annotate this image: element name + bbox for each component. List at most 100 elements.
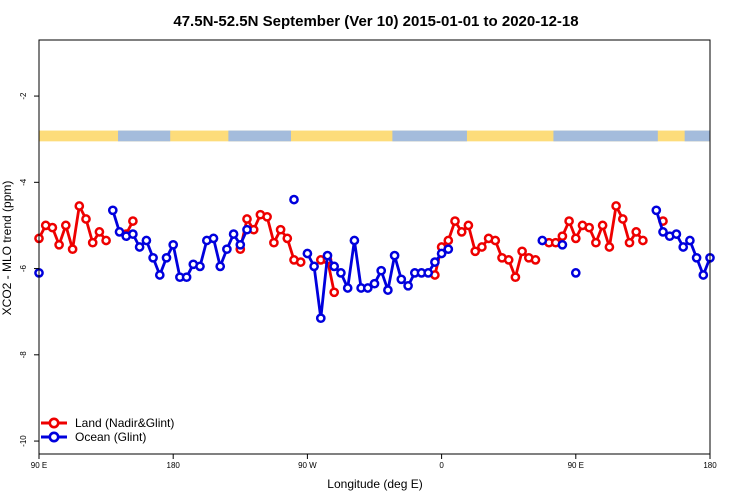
data-point xyxy=(54,239,64,250)
data-point xyxy=(282,233,293,244)
y-tick-label: -10 xyxy=(19,435,28,447)
data-point xyxy=(181,272,192,283)
data-point xyxy=(591,237,601,248)
strip-land xyxy=(39,130,710,142)
data-point xyxy=(530,255,541,265)
data-point xyxy=(671,229,682,239)
x-axis-label: Longitude (deg E) xyxy=(327,477,422,491)
data-point xyxy=(295,257,306,267)
strip-ocean-segment xyxy=(392,130,467,142)
data-point xyxy=(658,227,668,237)
data-point xyxy=(383,285,393,295)
plot-frame xyxy=(38,39,711,455)
data-point xyxy=(134,242,145,252)
data-point xyxy=(302,248,313,259)
data-point xyxy=(101,235,111,246)
series-line xyxy=(433,219,536,279)
data-point xyxy=(362,283,373,293)
data-point xyxy=(369,278,380,289)
strip-ocean-segment xyxy=(118,130,171,142)
data-point xyxy=(342,283,353,293)
x-tick-label: 0 xyxy=(439,461,444,470)
data-point xyxy=(617,214,628,224)
data-point xyxy=(631,227,642,237)
y-axis-ticks: -2 -4 -6 -8 -10 xyxy=(19,92,39,447)
data-point xyxy=(242,214,252,224)
y-tick-label: -6 xyxy=(19,264,28,272)
legend-land-marker xyxy=(48,417,60,429)
data-point xyxy=(456,227,467,237)
x-tick-label: 90 W xyxy=(298,461,317,470)
data-point xyxy=(269,237,279,248)
data-point xyxy=(148,252,158,263)
data-point xyxy=(537,235,548,246)
data-point xyxy=(570,268,581,278)
data-point xyxy=(329,287,340,298)
data-point xyxy=(289,194,299,205)
data-point xyxy=(336,268,346,278)
x-tick-label: 180 xyxy=(167,461,181,470)
data-point xyxy=(107,205,118,216)
data-point xyxy=(403,280,413,291)
data-point xyxy=(430,257,440,267)
data-point xyxy=(443,235,454,246)
data-point xyxy=(128,216,138,226)
data-point xyxy=(222,244,232,255)
data-point xyxy=(67,244,78,255)
data-point xyxy=(315,313,326,324)
y-axis-label: XCO2 - MLO trend (ppm) xyxy=(0,181,14,316)
data-point xyxy=(604,242,615,252)
series-ocean xyxy=(34,194,715,324)
data-point xyxy=(94,227,105,237)
data-point xyxy=(376,265,387,276)
data-point xyxy=(570,233,581,244)
data-point xyxy=(517,246,527,257)
data-point xyxy=(208,233,219,244)
data-point xyxy=(141,235,152,246)
data-point xyxy=(87,237,98,248)
data-point xyxy=(322,250,333,261)
data-point xyxy=(691,252,702,263)
data-point xyxy=(349,235,360,246)
data-point xyxy=(584,222,595,233)
data-point xyxy=(195,261,205,272)
y-tick-label: -4 xyxy=(19,178,28,186)
data-point xyxy=(463,220,474,231)
data-point xyxy=(557,239,568,250)
data-point xyxy=(423,268,434,278)
series-land xyxy=(34,201,668,298)
strip-ocean-segment xyxy=(228,130,291,142)
data-point xyxy=(242,224,252,235)
x-tick-label: 90 E xyxy=(31,461,47,470)
chart-title: 47.5N-52.5N September (Ver 10) 2015-01-0… xyxy=(173,13,578,30)
data-point xyxy=(470,246,481,257)
data-point xyxy=(74,201,85,211)
data-point xyxy=(597,220,608,231)
data-point xyxy=(389,250,400,261)
legend-ocean-label: Ocean (Glint) xyxy=(75,430,146,444)
legend-ocean-marker xyxy=(48,431,60,443)
data-point xyxy=(698,270,709,280)
strip-ocean-segment xyxy=(684,130,710,142)
data-point xyxy=(396,274,407,285)
data-point xyxy=(651,205,662,216)
data-point xyxy=(329,261,340,272)
data-point xyxy=(611,201,621,211)
y-tick-label: -2 xyxy=(19,92,28,100)
data-point xyxy=(436,248,447,259)
data-point xyxy=(564,216,574,226)
x-axis-ticks: 90 E 180 90 W 0 90 E 180 xyxy=(31,454,717,470)
y-tick-label: -8 xyxy=(19,351,28,359)
data-point xyxy=(443,244,454,255)
data-point xyxy=(168,239,179,250)
data-point xyxy=(638,235,648,246)
data-point xyxy=(678,242,689,252)
x-tick-label: 90 E xyxy=(568,461,584,470)
data-point xyxy=(685,235,695,246)
data-point xyxy=(477,242,487,252)
data-point xyxy=(161,252,172,263)
data-point xyxy=(81,214,91,224)
data-point xyxy=(128,229,138,239)
data-point xyxy=(450,216,460,226)
